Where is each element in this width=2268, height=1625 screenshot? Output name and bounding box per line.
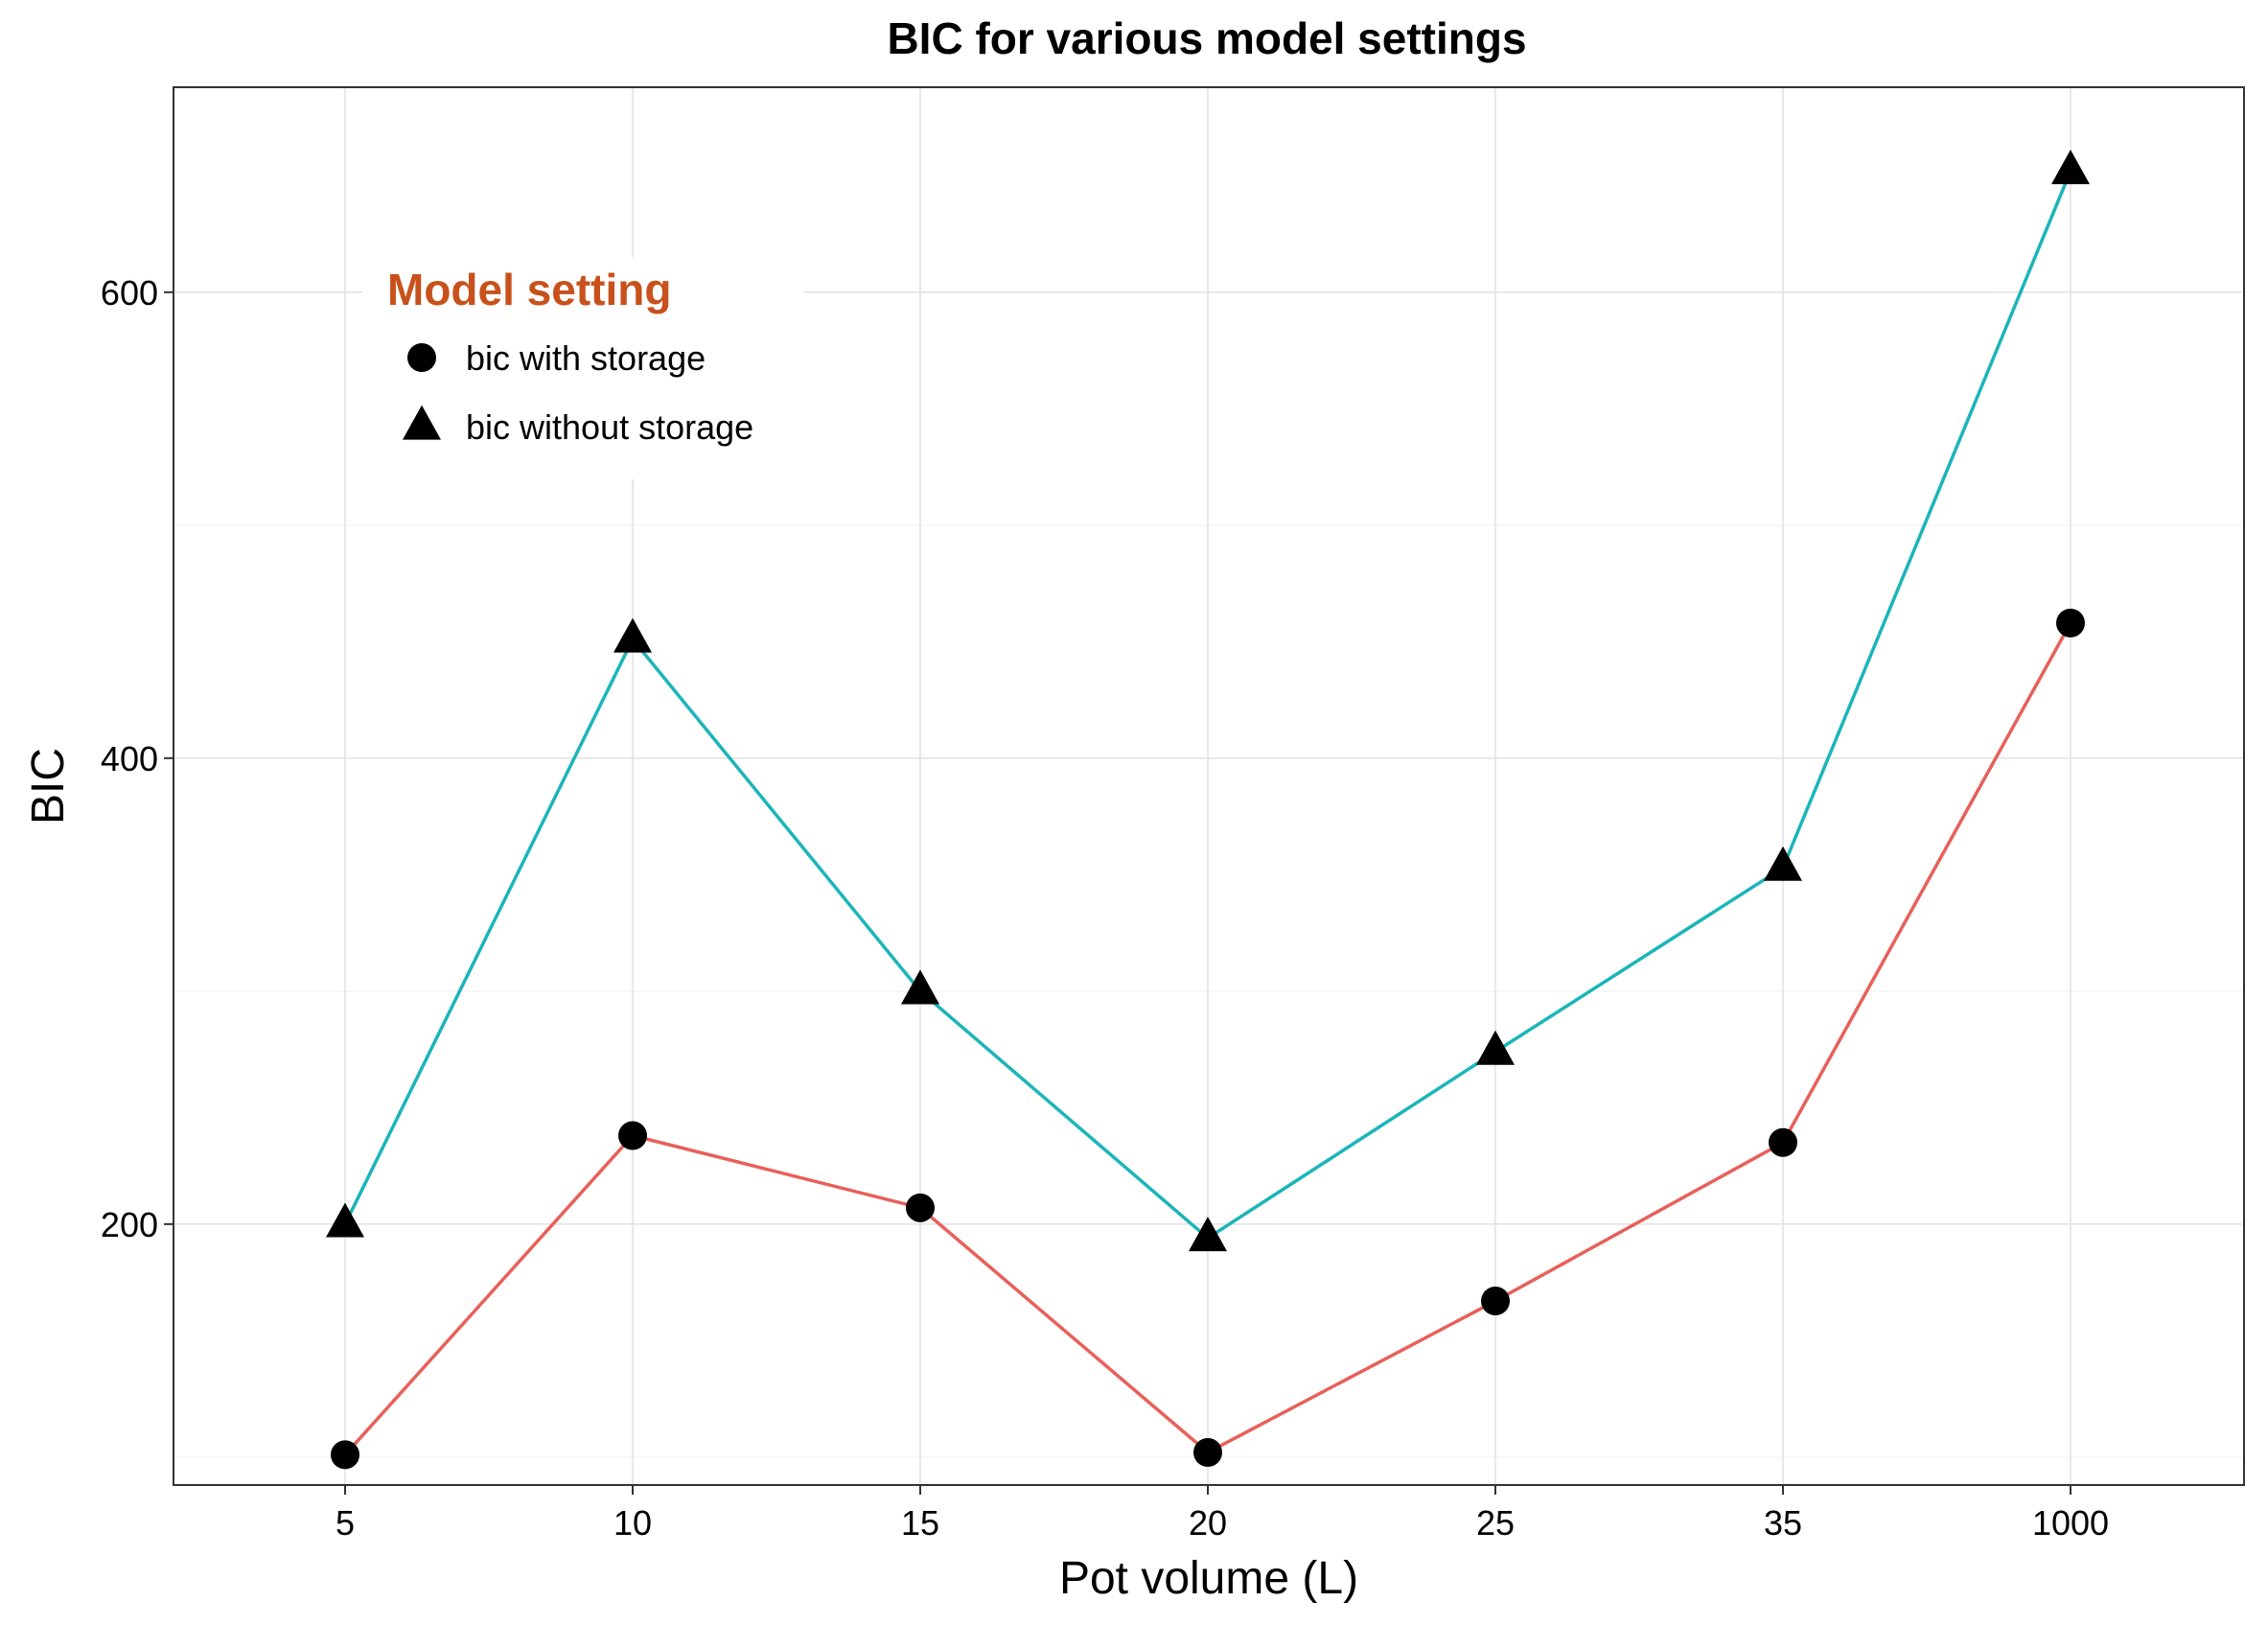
x-axis: 5 10 15 20 25 35 1000 (336, 1485, 2109, 1543)
x-tick-label: 35 (1764, 1503, 1802, 1543)
data-point-series-2 (901, 969, 939, 1005)
data-point-series-1 (618, 1121, 647, 1150)
y-axis-title: BIC (23, 748, 74, 824)
data-point-series-2 (1189, 1217, 1227, 1252)
data-point-series-2 (613, 617, 652, 653)
legend: Model setting bic with storage bic withou… (362, 257, 803, 479)
x-tick-label: 20 (1189, 1503, 1227, 1543)
data-point-series-1 (2056, 608, 2085, 638)
series-markers (326, 150, 2090, 1470)
x-tick-label: 5 (336, 1503, 355, 1543)
y-tick-label: 200 (101, 1205, 158, 1244)
legend-background (362, 257, 803, 479)
y-axis: 200 400 600 (101, 273, 174, 1244)
data-point-series-2 (1764, 846, 1802, 881)
data-point-series-2 (1476, 1030, 1515, 1065)
legend-title: Model setting (387, 265, 671, 314)
legend-label-1: bic with storage (466, 338, 706, 378)
data-point-series-1 (1193, 1437, 1222, 1467)
chart-title: BIC for various model settings (887, 13, 1526, 63)
data-point-series-1 (1481, 1287, 1510, 1316)
legend-label-2: bic without storage (466, 407, 753, 447)
data-point-series-1 (1769, 1127, 1797, 1157)
data-point-series-2 (326, 1202, 364, 1238)
x-tick-label: 15 (901, 1503, 939, 1543)
x-axis-title: Pot volume (L) (1059, 1553, 1358, 1604)
data-point-series-1 (906, 1193, 935, 1222)
legend-key-1 (407, 343, 436, 372)
x-tick-label: 10 (613, 1503, 652, 1543)
data-point-series-1 (331, 1440, 359, 1470)
legend-key-2 (403, 405, 441, 440)
x-tick-label: 25 (1476, 1503, 1515, 1543)
legend-entries: bic with storage bic without storage (403, 338, 753, 447)
y-tick-label: 600 (101, 273, 158, 313)
y-tick-label: 400 (101, 739, 158, 778)
data-point-series-2 (2051, 150, 2090, 185)
x-tick-label: 1000 (2032, 1503, 2109, 1543)
